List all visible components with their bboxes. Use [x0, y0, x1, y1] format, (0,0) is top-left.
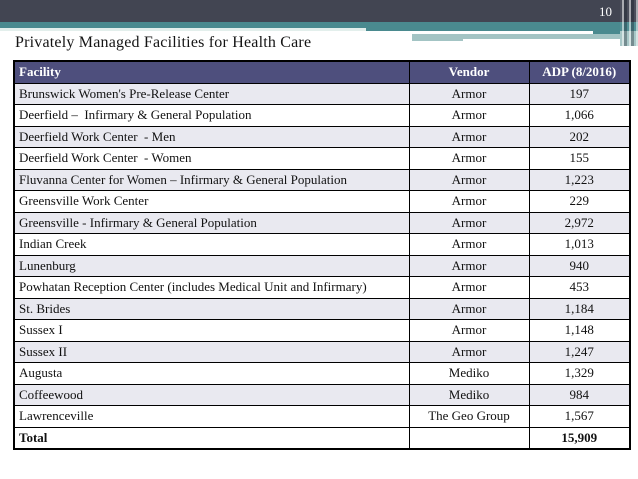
table-row: Greensville - Infirmary & General Popula…	[13, 211, 631, 234]
table-footer: Total 15,909	[13, 426, 631, 450]
header-vendor: Vendor	[408, 60, 530, 84]
deco-white-line	[378, 31, 593, 34]
total-value: 15,909	[528, 426, 631, 450]
cell-adp: 202	[528, 125, 631, 148]
cell-facility: Fluvanna Center for Women – Infirmary & …	[13, 168, 410, 191]
cell-vendor: Armor	[408, 233, 530, 256]
cell-adp: 453	[528, 276, 631, 299]
cell-vendor: Armor	[408, 82, 530, 105]
table-row: St. Brides Armor 1,184	[13, 297, 631, 320]
cell-facility: Powhatan Reception Center (includes Medi…	[13, 276, 410, 299]
cell-facility: Lunenburg	[13, 254, 410, 277]
header-adp: ADP (8/2016)	[528, 60, 631, 84]
cell-adp: 984	[528, 383, 631, 406]
cell-facility: Brunswick Women's Pre-Release Center	[13, 82, 410, 105]
table-header: Facility Vendor ADP (8/2016)	[13, 60, 631, 84]
total-row: Total 15,909	[13, 426, 631, 450]
deco-teal-extension	[366, 22, 638, 31]
table-row: Lawrenceville The Geo Group 1,567	[13, 405, 631, 428]
cell-adp: 1,329	[528, 362, 631, 385]
cell-vendor: Armor	[408, 190, 530, 213]
table-body: Brunswick Women's Pre-Release Center Arm…	[13, 82, 631, 428]
cell-vendor: Armor	[408, 211, 530, 234]
cell-vendor: Armor	[408, 340, 530, 363]
total-vendor	[408, 426, 530, 450]
facilities-table-wrap: Facility Vendor ADP (8/2016) Brunswick W…	[13, 60, 631, 450]
deco-teal-fill	[593, 31, 638, 34]
cell-facility: Greensville Work Center	[13, 190, 410, 213]
top-bar: 10	[0, 0, 638, 22]
page-number: 10	[599, 4, 612, 19]
cell-vendor: Armor	[408, 319, 530, 342]
table-row: Greensville Work Center Armor 229	[13, 190, 631, 213]
cell-facility: Augusta	[13, 362, 410, 385]
cell-facility: Lawrenceville	[13, 405, 410, 428]
table-row: Sussex I Armor 1,148	[13, 319, 631, 342]
cell-vendor: Armor	[408, 297, 530, 320]
cell-adp: 155	[528, 147, 631, 170]
cell-facility: Deerfield Work Center - Men	[13, 125, 410, 148]
total-label: Total	[13, 426, 410, 450]
table-row: Coffeewood Mediko 984	[13, 383, 631, 406]
stripe-overlay	[620, 0, 638, 46]
cell-vendor: Armor	[408, 104, 530, 127]
table-row: Brunswick Women's Pre-Release Center Arm…	[13, 82, 631, 105]
cell-adp: 1,066	[528, 104, 631, 127]
table-row: Lunenburg Armor 940	[13, 254, 631, 277]
deco-light-teal-band	[412, 34, 638, 41]
cell-facility: Indian Creek	[13, 233, 410, 256]
facilities-table: Facility Vendor ADP (8/2016) Brunswick W…	[13, 60, 631, 450]
cell-adp: 1,223	[528, 168, 631, 191]
right-edge-stripes	[620, 0, 638, 46]
cell-facility: Deerfield – Infirmary & General Populati…	[13, 104, 410, 127]
cell-facility: Sussex I	[13, 319, 410, 342]
cell-vendor: Armor	[408, 168, 530, 191]
mint-line	[0, 28, 638, 31]
cell-vendor: Armor	[408, 254, 530, 277]
slide-title: Privately Managed Facilities for Health …	[15, 34, 312, 51]
cell-adp: 1,013	[528, 233, 631, 256]
table-row: Deerfield Work Center - Men Armor 202	[13, 125, 631, 148]
deco-white-line-2	[463, 39, 638, 41]
table-row: Augusta Mediko 1,329	[13, 362, 631, 385]
cell-facility: St. Brides	[13, 297, 410, 320]
cell-vendor: Armor	[408, 276, 530, 299]
cell-vendor: The Geo Group	[408, 405, 530, 428]
cell-vendor: Mediko	[408, 362, 530, 385]
cell-facility: Sussex II	[13, 340, 410, 363]
cell-adp: 1,567	[528, 405, 631, 428]
table-row: Sussex II Armor 1,247	[13, 340, 631, 363]
table-row: Indian Creek Armor 1,013	[13, 233, 631, 256]
cell-adp: 1,184	[528, 297, 631, 320]
cell-adp: 1,247	[528, 340, 631, 363]
cell-facility: Deerfield Work Center - Women	[13, 147, 410, 170]
cell-adp: 2,972	[528, 211, 631, 234]
table-row: Powhatan Reception Center (includes Medi…	[13, 276, 631, 299]
teal-band	[0, 22, 638, 28]
table-row: Deerfield Work Center - Women Armor 155	[13, 147, 631, 170]
table-row: Deerfield – Infirmary & General Populati…	[13, 104, 631, 127]
header-row: Facility Vendor ADP (8/2016)	[13, 60, 631, 84]
cell-vendor: Mediko	[408, 383, 530, 406]
cell-vendor: Armor	[408, 125, 530, 148]
cell-vendor: Armor	[408, 147, 530, 170]
cell-adp: 940	[528, 254, 631, 277]
cell-facility: Greensville - Infirmary & General Popula…	[13, 211, 410, 234]
cell-facility: Coffeewood	[13, 383, 410, 406]
header-facility: Facility	[13, 60, 410, 84]
cell-adp: 197	[528, 82, 631, 105]
cell-adp: 1,148	[528, 319, 631, 342]
cell-adp: 229	[528, 190, 631, 213]
table-row: Fluvanna Center for Women – Infirmary & …	[13, 168, 631, 191]
